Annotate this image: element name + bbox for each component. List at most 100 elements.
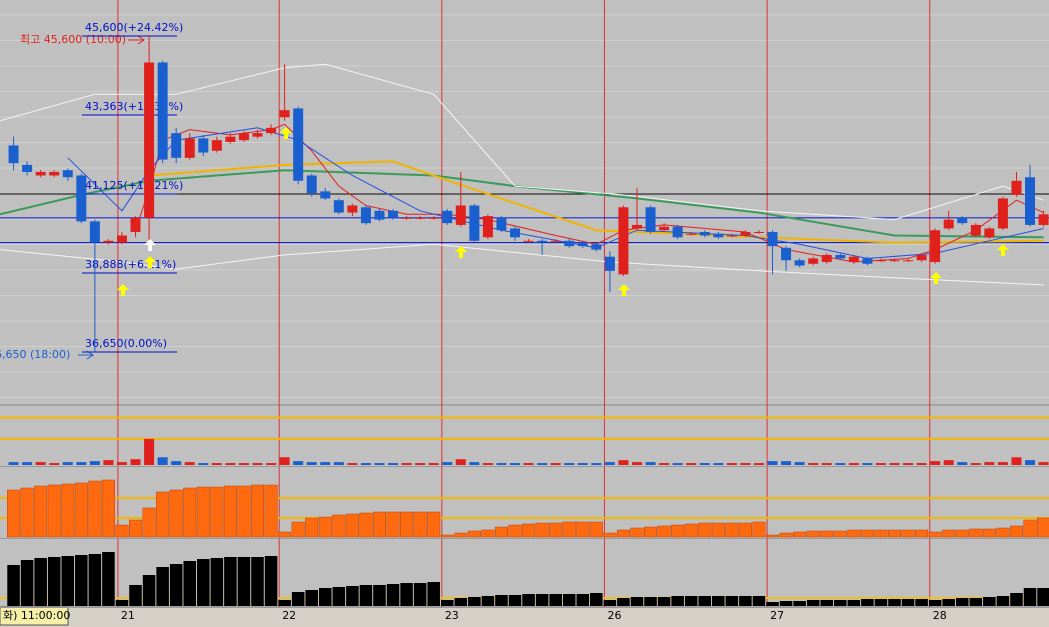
- candle-body: [835, 254, 846, 259]
- buy-signal: [618, 284, 630, 296]
- panel-bar: [698, 522, 712, 538]
- panel-bar: [820, 530, 834, 538]
- candle-body: [211, 140, 222, 151]
- panel-bar: [34, 485, 48, 538]
- panel-bar: [360, 463, 371, 465]
- panel-bar: [889, 463, 900, 465]
- candle-body: [889, 260, 900, 262]
- candle-body: [1038, 214, 1049, 225]
- candle-body: [604, 256, 615, 271]
- panel-bar: [535, 522, 549, 538]
- panel-bar: [427, 511, 441, 538]
- panel-bar: [996, 527, 1010, 538]
- panel-bar: [589, 521, 603, 538]
- panel-bar: [793, 531, 807, 538]
- panel-bar: [413, 511, 427, 538]
- panel-bar: [577, 463, 588, 465]
- buy-signal: [997, 244, 1009, 256]
- panel-bar: [1010, 593, 1023, 606]
- panel-bar: [766, 602, 779, 606]
- panel-bar: [1037, 588, 1049, 606]
- panel-bar: [861, 599, 874, 606]
- panel-bar: [454, 532, 468, 538]
- panel-bar: [604, 462, 615, 465]
- panel-bar: [1009, 525, 1023, 538]
- panel-bar: [915, 599, 928, 606]
- level-label: 38,888(+6.11%): [85, 258, 176, 271]
- panel-bar: [88, 480, 102, 538]
- panel-bar: [686, 463, 697, 465]
- candle-body: [76, 175, 87, 222]
- panel-bar: [129, 519, 143, 538]
- panel-bar: [793, 601, 806, 606]
- level-label: 43,363(+18.32%): [85, 100, 183, 113]
- panel-bar: [740, 463, 751, 465]
- signals: [117, 127, 1009, 296]
- panel-bar: [996, 596, 1010, 606]
- panel-bar: [144, 438, 155, 465]
- panel-bar: [835, 463, 846, 465]
- candle-body: [157, 62, 168, 160]
- panel-bar: [184, 462, 195, 465]
- panel-bar: [576, 521, 590, 538]
- panel-bar: [198, 463, 209, 465]
- candle-body: [781, 247, 792, 261]
- candle-body: [279, 110, 290, 118]
- panel-bar: [20, 487, 34, 538]
- panel-bar: [237, 485, 251, 538]
- candle-body: [171, 133, 182, 158]
- panel-bar: [997, 462, 1008, 465]
- panel-bar: [616, 529, 630, 538]
- candle-body: [238, 133, 249, 141]
- panel-bar: [549, 522, 563, 538]
- candle-body: [116, 235, 127, 243]
- panel-bar: [320, 462, 331, 465]
- panel-bar: [644, 526, 658, 538]
- panel-bar: [495, 595, 508, 606]
- panel-bar: [590, 593, 603, 606]
- panel-bar: [549, 594, 562, 606]
- panel-bar: [982, 528, 996, 538]
- panel-bar: [224, 557, 237, 606]
- panel-bar: [671, 596, 684, 606]
- panel-bar: [510, 463, 521, 465]
- panel-bar: [752, 596, 766, 606]
- panel-bar: [8, 462, 19, 465]
- panel-bar: [860, 529, 874, 538]
- candle-body: [997, 198, 1008, 229]
- panel-bar: [672, 463, 683, 465]
- panel-bar: [264, 556, 278, 606]
- candle-body: [753, 231, 764, 233]
- candle-body: [970, 224, 981, 236]
- panel-bar: [388, 463, 399, 465]
- candle-body: [428, 217, 439, 219]
- panel-bar: [955, 598, 969, 606]
- candle-body: [306, 175, 317, 194]
- panel-bar: [169, 564, 183, 606]
- panel-bar: [196, 486, 210, 538]
- day-label: 28: [933, 609, 947, 622]
- panel-bar: [738, 522, 752, 538]
- candle-body: [49, 171, 60, 176]
- candle-body: [808, 258, 819, 264]
- level-label: 45,600(+24.42%): [85, 21, 183, 34]
- candle-body: [875, 260, 886, 262]
- panel-bar: [1038, 462, 1049, 465]
- panel-bar: [955, 529, 969, 538]
- buy-signal: [117, 284, 129, 296]
- candle-body: [984, 228, 995, 238]
- panel-bar: [943, 460, 954, 465]
- panel-bar: [183, 487, 197, 538]
- panel-bar: [210, 486, 224, 538]
- panel-bar: [508, 595, 522, 606]
- candle-body: [1011, 180, 1022, 195]
- panel-bar: [400, 511, 414, 538]
- candle-body: [862, 258, 873, 264]
- candle-body: [645, 207, 656, 232]
- panel-bar: [644, 597, 657, 606]
- day-label: 22: [282, 609, 296, 622]
- candle-body: [631, 224, 642, 229]
- panel-bar: [903, 463, 914, 465]
- candle-body: [455, 205, 466, 225]
- panel-bar: [1025, 460, 1036, 465]
